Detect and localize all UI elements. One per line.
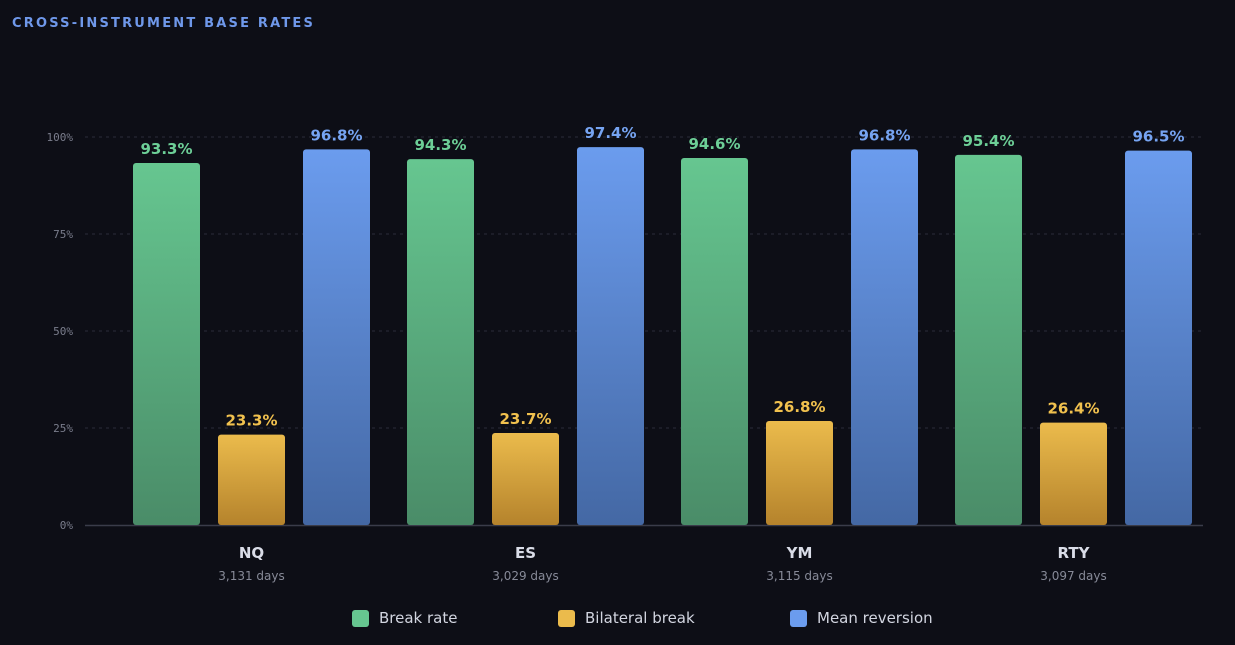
bar-ym-break-rate (681, 157, 748, 525)
bar-ym-bilateral-break (766, 421, 833, 525)
legend-swatch (352, 609, 369, 627)
x-axis: NQ 3,131 days ES 3,029 days YM 3,115 days RTY 3… (218, 544, 1107, 583)
bars (133, 147, 1192, 525)
legend-swatch (790, 609, 807, 627)
data-label: 96.5% (1132, 128, 1184, 146)
data-label: 97.4% (584, 124, 636, 142)
category-days-label: 3,131 days (218, 569, 285, 583)
legend-item-bilateral-break[interactable]: Bilateral break (558, 609, 695, 627)
y-tick-label: 25% (53, 422, 73, 435)
legend-swatch (558, 609, 575, 627)
data-label: 93.3% (140, 140, 192, 158)
data-label: 96.8% (858, 126, 910, 144)
y-axis: 0% 25% 50% 75% 100% (47, 131, 74, 532)
category-label-es: ES (515, 544, 536, 562)
legend: Break rate Bilateral break Mean reversion (0, 609, 1235, 631)
bar-nq-bilateral-break (218, 434, 285, 525)
category-label-ym: YM (786, 544, 813, 562)
bar-ym-mean-reversion (851, 149, 918, 525)
bar-es-break-rate (407, 159, 474, 525)
category-label-rty: RTY (1058, 544, 1091, 562)
bar-chart: 0% 25% 50% 75% 100% 93.3% 23.3% 96.8% 94.3% 23.7… (47, 124, 1203, 583)
legend-item-break-rate[interactable]: Break rate (352, 609, 457, 627)
data-label: 96.8% (310, 126, 362, 144)
data-label: 26.4% (1047, 400, 1099, 418)
data-label: 95.4% (962, 132, 1014, 150)
data-labels: 93.3% 23.3% 96.8% 94.3% 23.7% 97.4% 94.6% 26.8%… (140, 124, 1184, 430)
data-label: 23.7% (499, 410, 551, 428)
y-tick-label: 50% (53, 325, 73, 338)
category-days-label: 3,097 days (1040, 569, 1107, 583)
legend-label: Break rate (379, 609, 458, 627)
bar-rty-mean-reversion (1125, 150, 1192, 525)
y-tick-label: 0% (60, 519, 74, 532)
data-label: 23.3% (225, 412, 277, 430)
category-days-label: 3,115 days (766, 569, 833, 583)
bar-es-bilateral-break (492, 433, 559, 525)
y-tick-label: 100% (47, 131, 74, 144)
y-tick-label: 75% (53, 228, 73, 241)
bar-nq-mean-reversion (303, 149, 370, 525)
legend-item-mean-reversion[interactable]: Mean reversion (790, 609, 933, 627)
data-label: 94.3% (414, 136, 466, 154)
category-days-label: 3,029 days (492, 569, 559, 583)
bar-es-mean-reversion (577, 147, 644, 525)
legend-label: Mean reversion (817, 609, 933, 627)
bar-rty-bilateral-break (1040, 422, 1107, 525)
category-label-nq: NQ (239, 544, 264, 562)
data-label: 94.6% (688, 135, 740, 153)
data-label: 26.8% (773, 398, 825, 416)
legend-label: Bilateral break (585, 609, 695, 627)
chart-title: CROSS-INSTRUMENT BASE RATES (12, 16, 316, 31)
bar-nq-break-rate (133, 162, 200, 525)
bar-rty-break-rate (955, 154, 1022, 525)
